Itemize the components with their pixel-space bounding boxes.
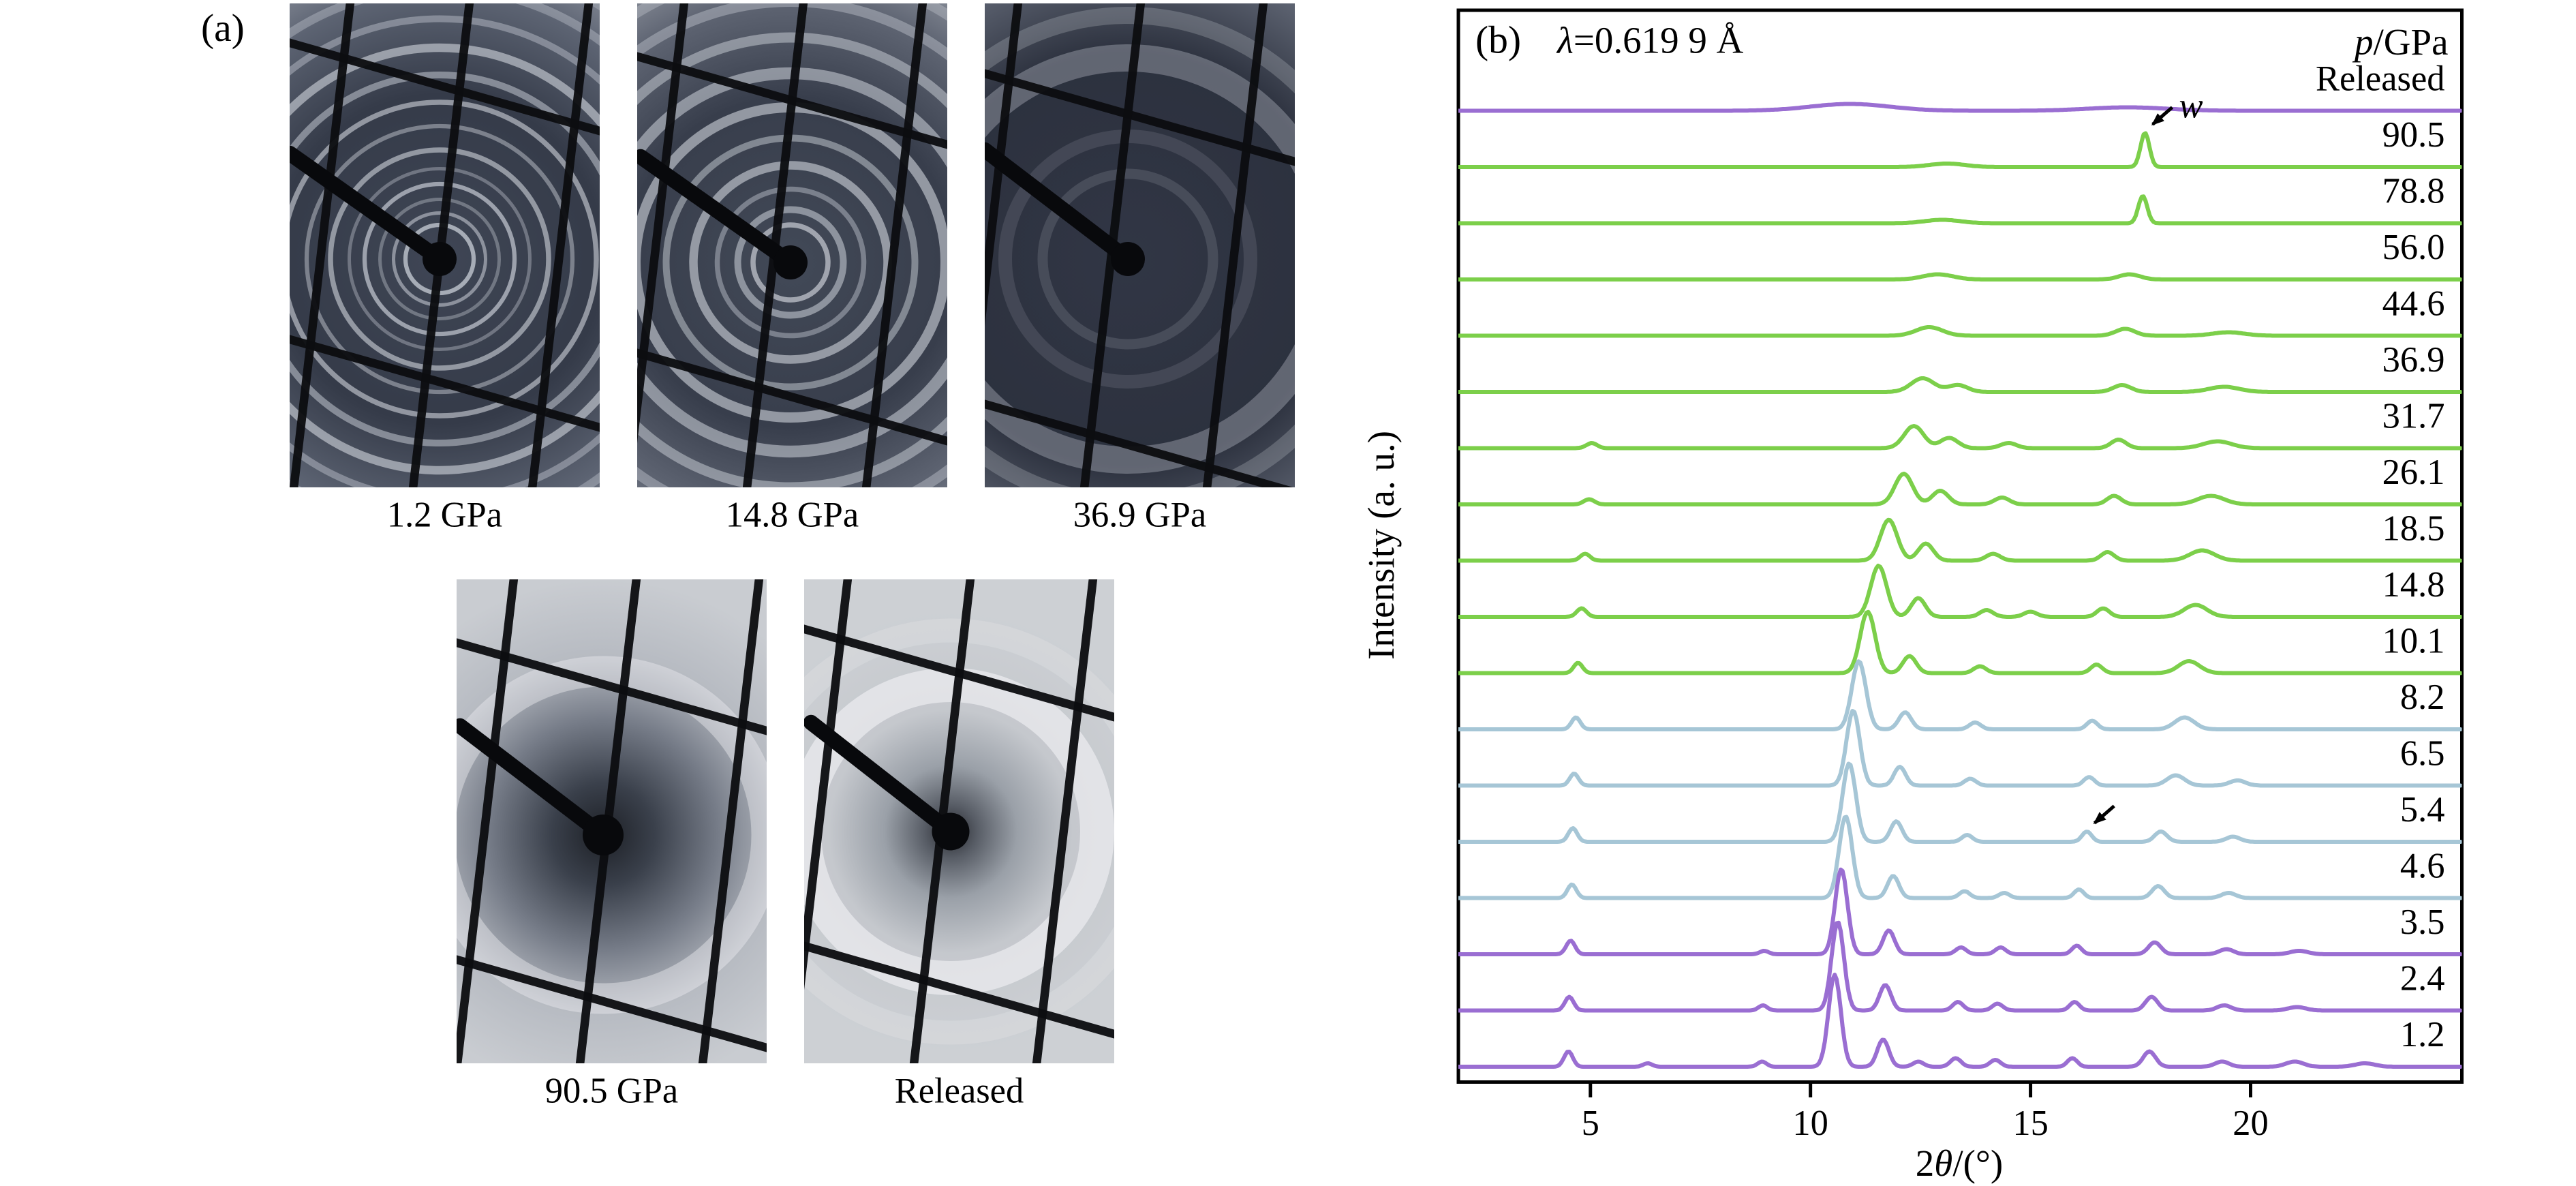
svg-text:2.4: 2.4 [2400, 959, 2445, 999]
svg-text:8.2: 8.2 [2400, 678, 2445, 717]
svg-text:44.6: 44.6 [2382, 284, 2445, 324]
pressure-xrd-chart: (b) λ=0.619 9 Å p/GPa Intensity (a. u.) … [1363, 8, 2464, 1184]
image-caption: 36.9 GPa [1073, 494, 1207, 535]
diffraction-image-36-9gpa [985, 3, 1295, 487]
peak-annotations: w [2093, 87, 2203, 825]
diffraction-image-14-8gpa [637, 3, 947, 487]
image-caption: Released [894, 1070, 1024, 1111]
svg-text:56.0: 56.0 [2382, 228, 2445, 267]
wavelength-label: λ=0.619 9 Å [1556, 20, 1744, 61]
svg-text:w: w [2179, 87, 2203, 126]
spectra-curves [1458, 102, 2462, 1069]
x-axis-ticks: 5 10 15 20 [1582, 1082, 2269, 1143]
svg-text:Released: Released [2316, 59, 2445, 99]
svg-text:5: 5 [1582, 1104, 1599, 1143]
svg-text:3.5: 3.5 [2400, 902, 2445, 942]
svg-text:78.8: 78.8 [2382, 172, 2445, 211]
pressure-units-label: p/GPa [2352, 21, 2449, 63]
svg-text:4.6: 4.6 [2400, 847, 2445, 886]
x-axis-label: 2θ/(°) [1916, 1142, 2003, 1184]
svg-text:6.5: 6.5 [2400, 734, 2445, 774]
panel-a-label: (a) [201, 7, 245, 50]
svg-text:14.8: 14.8 [2382, 565, 2445, 605]
image-caption: 90.5 GPa [545, 1070, 679, 1111]
svg-text:90.5: 90.5 [2382, 115, 2445, 155]
svg-text:36.9: 36.9 [2382, 340, 2445, 380]
svg-text:26.1: 26.1 [2382, 453, 2445, 492]
svg-text:20: 20 [2233, 1104, 2269, 1143]
plot-frame [1456, 8, 2464, 1084]
svg-text:5.4: 5.4 [2400, 790, 2445, 830]
y-axis-label: Intensity (a. u.) [1363, 431, 1402, 660]
svg-text:18.5: 18.5 [2382, 509, 2445, 549]
svg-text:10.1: 10.1 [2382, 622, 2445, 661]
svg-text:1.2: 1.2 [2400, 1015, 2445, 1054]
svg-text:10: 10 [1792, 1104, 1828, 1143]
panel-b-label: (b) [1475, 19, 1521, 62]
svg-text:15: 15 [2012, 1104, 2049, 1143]
pressure-labels: 1.2 2.4 3.5 4.6 5.4 6.5 8.2 10.1 14.8 18.5 26.1 31.… [2316, 59, 2445, 1055]
image-caption: 1.2 GPa [386, 494, 503, 535]
svg-text:31.7: 31.7 [2382, 397, 2445, 436]
diffraction-image-released [804, 579, 1114, 1063]
diffraction-image-90-5gpa [457, 579, 767, 1063]
diffraction-image-1-2gpa [290, 3, 600, 487]
image-caption: 14.8 GPa [725, 494, 859, 535]
